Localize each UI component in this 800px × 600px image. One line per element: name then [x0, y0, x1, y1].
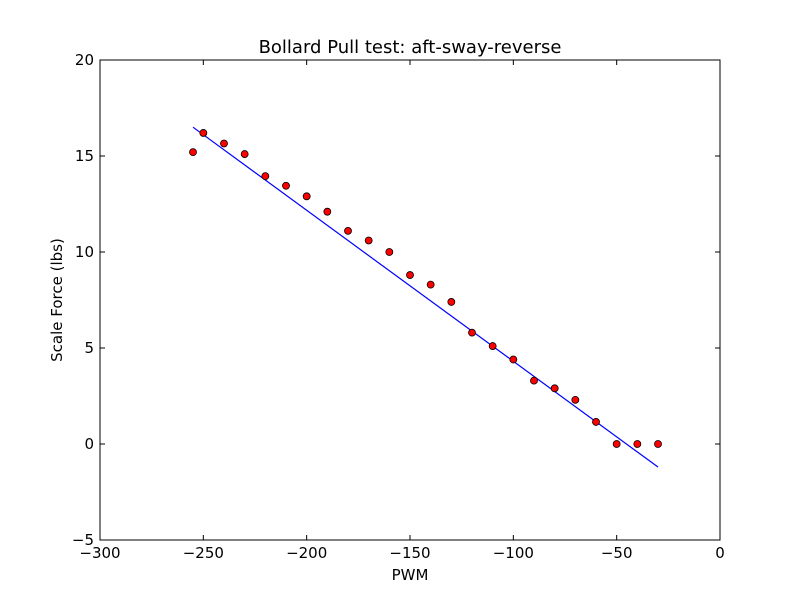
data-point [654, 440, 662, 448]
y-tick-label: 20 [75, 51, 94, 69]
fit-line [192, 126, 659, 468]
fit-line-layer [192, 126, 659, 468]
data-point [189, 148, 197, 157]
plot-frame [99, 59, 721, 541]
chart-title: Bollard Pull test: aft-sway-reverse [259, 37, 562, 58]
data-point [550, 384, 559, 393]
y-tick-label: 10 [75, 243, 94, 261]
x-tick-label: −150 [389, 544, 430, 562]
data-point [406, 271, 414, 279]
data-point [364, 236, 373, 245]
data-point [323, 207, 332, 216]
x-tick-label: −200 [286, 544, 327, 562]
data-point [571, 395, 580, 404]
data-point [447, 298, 456, 306]
data-point [468, 328, 476, 337]
y-tick-label: 15 [75, 147, 94, 165]
x-tick-label: −100 [493, 544, 534, 562]
data-point [199, 129, 208, 137]
y-tick-label: 0 [84, 435, 94, 453]
data-point [261, 172, 270, 181]
data-point [488, 342, 497, 350]
y-tick-label: −5 [72, 531, 94, 549]
x-tick-label: −250 [183, 544, 224, 562]
data-point [509, 355, 518, 364]
data-point [612, 440, 621, 448]
data-point [592, 418, 600, 426]
data-point [633, 440, 642, 448]
plot-area [100, 60, 720, 540]
data-point [220, 139, 228, 148]
x-tick-label: −300 [79, 544, 120, 562]
data-point [282, 181, 290, 190]
data-point [240, 150, 249, 158]
data-point [426, 280, 435, 289]
scatter-points-layer [189, 129, 662, 448]
data-point [302, 192, 311, 201]
x-tick-label: 0 [715, 544, 725, 562]
data-point [344, 226, 352, 235]
y-tick-label: 5 [84, 339, 94, 357]
data-point [385, 248, 394, 256]
x-axis-label: PWM [392, 566, 429, 584]
x-tick-label: −50 [601, 544, 633, 562]
data-point [530, 376, 538, 385]
y-axis-label: Scale Force (lbs) [48, 238, 66, 362]
